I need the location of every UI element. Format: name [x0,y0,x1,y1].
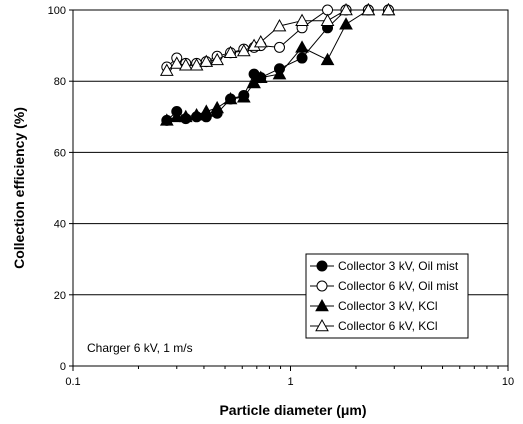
data-point-s2-5 [211,102,223,113]
x-tick-label-1: 1 [287,376,293,388]
y-tick-label-3: 60 [54,147,66,159]
data-point-s2-4 [200,105,212,116]
x-tick-label-0: 0.1 [65,376,80,388]
y-axis-ticks: 0 20 40 60 80 100 [48,5,73,373]
y-tick-label-1: 20 [54,290,66,302]
y-tick-label-0: 0 [60,361,66,373]
data-point-s3-11 [296,15,308,26]
data-point-s1-12 [323,5,333,15]
data-point-s2-12 [322,54,334,65]
x-axis-title: Particle diameter (μm) [219,402,366,418]
x-tick-label-2: 10 [502,376,514,388]
legend-label-0: Collector 3 kV, Oil mist [338,259,459,273]
annotation-text: Charger 6 kV, 1 m/s [87,341,193,355]
data-point-s3-12 [322,15,334,26]
data-point-s2-13 [340,18,352,29]
legend-marker-1 [317,281,327,291]
y-axis-title: Collection efficiency (%) [11,107,27,269]
series-layer [161,4,395,125]
data-point-s0-11 [297,53,307,63]
y-tick-label-4: 80 [54,76,66,88]
data-point-s2-11 [296,41,308,52]
y-tick-label-5: 100 [48,5,66,17]
legend: Collector 3 kV, Oil mist Collector 6 kV, … [306,254,468,338]
data-point-s1-10 [274,42,284,52]
legend-label-3: Collector 6 kV, KCl [338,319,438,333]
x-axis-ticks: 0.1 1 10 [65,366,514,388]
legend-marker-0 [317,261,327,271]
legend-label-2: Collector 3 kV, KCl [338,299,438,313]
data-point-s3-9 [255,36,267,47]
legend-label-1: Collector 6 kV, Oil mist [338,279,459,293]
y-tick-label-2: 40 [54,219,66,231]
